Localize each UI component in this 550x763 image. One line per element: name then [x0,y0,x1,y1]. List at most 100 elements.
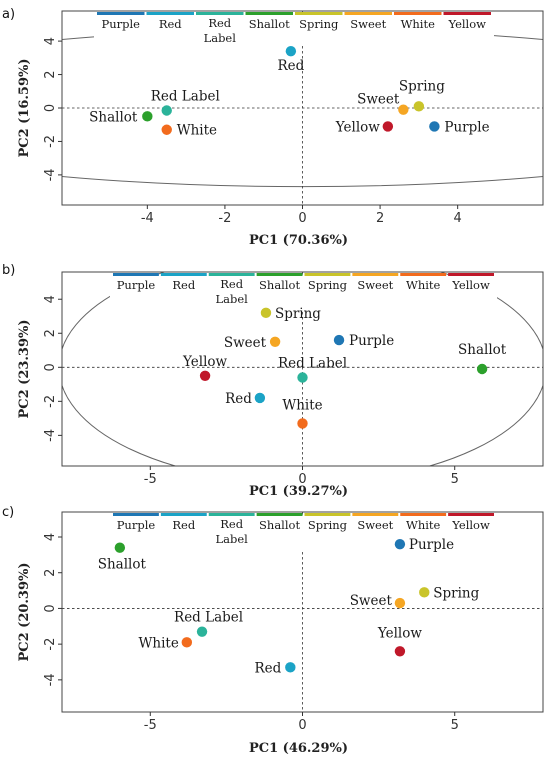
point-label: Yellow [182,354,227,370]
panel-tag: c) [2,505,14,520]
legend-background [445,516,497,550]
point-label: Purple [349,333,394,349]
legend-background [445,276,497,310]
legend-label: Yellow [447,17,486,31]
legend-label: Yellow [451,518,490,532]
x-axis-title: PC1 (70.36%) [249,233,348,248]
legend-swatch [400,273,447,276]
point-label: White [177,123,217,139]
point-sweet [394,597,406,609]
chart-panel-1: -4 -2 0 2 4 -4 -2 0 2 4 PC1 (70.36%) PC2 (16.59%) a)… [2,7,544,248]
legend-swatch [245,12,293,15]
x-axis-title: PC1 (39.27%) [249,484,348,499]
panel-tag: a) [2,7,15,22]
legend-swatch [160,513,207,516]
point-yellow [199,370,211,382]
legend-label: White [406,518,441,532]
point-label: Red [225,391,252,407]
point-spring [419,587,430,598]
point-label: Purple [409,537,454,553]
point-label: Shallot [89,109,138,125]
point-sweet [269,336,281,347]
legend-swatch [352,513,399,516]
legend-background [157,276,210,310]
legend-label: Red [208,16,231,30]
point-label: Red [277,58,304,74]
y-tick-label: 0 [43,104,58,112]
legend-label: Sweet [357,518,393,532]
legend-swatch [394,12,442,15]
legend-background [440,15,494,45]
legend-background [242,15,296,45]
point-label: Sweet [224,335,267,351]
point-label: Spring [275,306,321,322]
point-red-label [297,372,308,383]
y-tick-label: -4 [43,429,58,442]
legend-label: Sweet [350,17,386,31]
legend-background [253,276,306,310]
y-tick-label: 2 [43,569,58,577]
legend-background [397,276,450,310]
point-label: Yellow [335,119,380,135]
legend-background [94,15,148,45]
legend-label: White [406,278,441,292]
point-label: Sweet [350,593,393,609]
legend-background [193,15,247,45]
chart-panel-3: -5 0 5 -4 -2 0 2 4 PC1 (46.29%) PC2 (20.39%) c) Pur… [2,505,544,756]
point-label: Red Label [278,356,347,372]
chart-panel-2: -5 0 5 -4 -2 0 2 4 PC1 (39.27%) PC2 (23.39%) b) Pur… [2,263,544,499]
legend-background [253,516,306,550]
legend-label: White [401,17,436,31]
legend-swatch [113,273,159,276]
legend-swatch [344,12,392,15]
legend-swatch [304,273,351,276]
legend-swatch [304,513,351,516]
point-red-label [196,626,208,637]
legend-label: Spring [299,17,339,31]
point-label: White [282,397,322,413]
legend-label: Purple [117,278,156,292]
legend-swatch [196,12,244,15]
point-label: Purple [444,119,489,135]
y-tick-label: 2 [43,329,58,337]
point-spring [260,307,272,319]
point-white [181,637,193,648]
point-label: Shallot [458,342,507,358]
legend-swatch [146,12,194,15]
legend-swatch [400,513,447,516]
legend-label: Purple [117,518,156,532]
x-tick-label: -2 [218,211,231,226]
y-tick-label: 0 [43,363,58,371]
y-tick-label: 4 [43,533,58,541]
legend-label: Red [172,278,195,292]
point-red-label [161,105,172,116]
point-purple [333,334,345,346]
legend-swatch [256,273,303,276]
legend-background [341,15,395,45]
legend-label: Spring [308,518,348,532]
legend-label: Label [216,532,249,546]
legend-swatch [97,12,145,15]
y-tick-label: 4 [43,37,58,45]
legend-label: Red [220,277,243,291]
x-axis-title: PC1 (46.29%) [249,741,348,756]
legend-swatch [443,12,491,15]
point-white [161,124,172,135]
y-tick-label: -2 [43,638,58,651]
y-axis-title: PC2 (16.59%) [17,58,32,157]
legend-swatch [208,273,255,276]
legend-label: Label [216,292,249,306]
legend-background [205,276,258,310]
point-label: Shallot [98,557,147,573]
legend-label: Sweet [357,278,393,292]
point-label: Spring [433,585,479,601]
legend-background [110,276,162,310]
legend-label: Shallot [259,278,300,292]
legend-label: Red [172,518,195,532]
x-tick-label: 0 [298,211,306,226]
y-tick-label: -4 [43,673,58,686]
point-spring [413,101,425,112]
legend-swatch [160,273,207,276]
legend-swatch [352,273,399,276]
